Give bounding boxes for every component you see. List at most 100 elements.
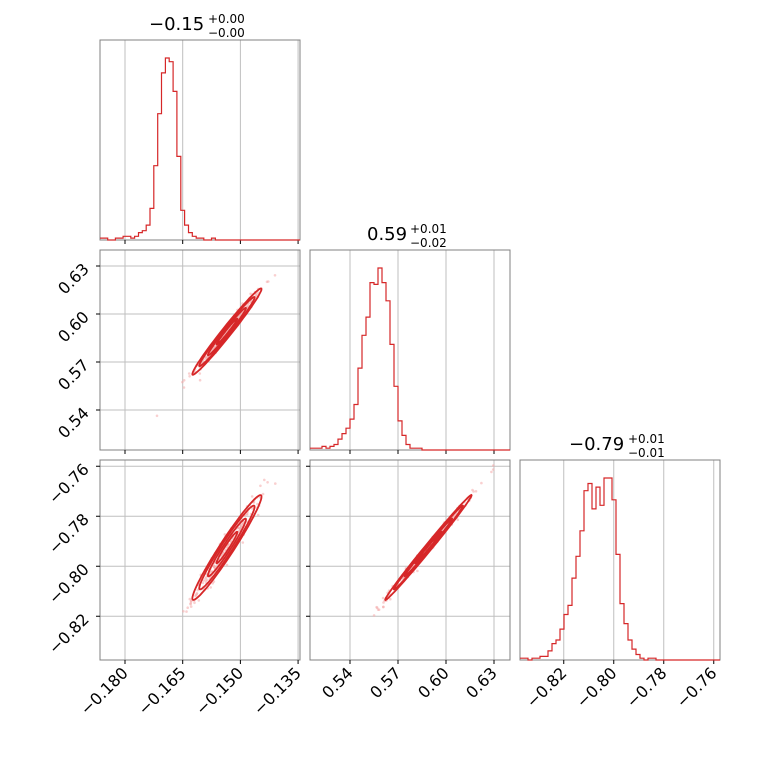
scatter-point [189,605,193,608]
scatter-point [238,526,241,530]
scatter-point [188,597,192,601]
contour-level-3 [198,296,256,368]
scatter-point [381,596,385,600]
contour-level-2 [206,306,247,357]
scatter-point [249,292,252,296]
scatter-point [382,605,385,609]
scatter-point [185,610,188,613]
x-tick-label-p2: −0.80 [572,663,620,711]
scatter-point [211,582,214,585]
title-p1: 0.59 +0.01 −0.02 [367,222,447,250]
contour-level-4 [191,287,263,376]
title-p1-minus: −0.02 [410,236,447,250]
scatter-point [189,600,193,603]
panel-2d-p0-p1 [96,249,301,454]
y-tick-label-p2: −0.82 [45,610,93,658]
title-p2: −0.79 +0.01 −0.01 [569,432,665,460]
scatter-point [182,379,186,382]
scatter-point [456,518,460,522]
title-p2-value: −0.79 [569,434,624,455]
hist-step-line [100,57,300,241]
scatter-point [202,579,205,582]
x-tick-label-p1: 0.54 [318,663,357,702]
axes-frame [99,249,301,451]
panel-hist-p0 [99,39,301,244]
title-p0-value: −0.15 [149,14,204,35]
x-tick-label-p0: −0.135 [250,663,305,718]
panel-2d-p1-p2 [306,459,511,664]
scatter-point [198,372,202,375]
contour-level-2 [206,517,247,578]
scatter-point [474,490,478,493]
scatter-point [256,291,260,294]
y-tick-label-p2: −0.76 [45,460,93,508]
contour-level-3 [198,504,256,591]
scatter-point [195,592,199,595]
y-tick-label-p2: −0.78 [45,510,93,558]
y-tick-label-p1: 0.63 [54,259,93,298]
scatter-point [223,533,227,536]
scatter-point [261,492,265,496]
y-tick-label-p1: 0.57 [54,355,93,394]
title-p0-plus: +0.00 [208,12,245,26]
contour-level-4 [384,493,473,602]
scatter-point [492,464,495,467]
panel-hist-p2 [519,459,721,664]
scatter-point [187,372,191,375]
x-tick-label-p1: 0.57 [366,663,405,702]
x-tick-label-p1: 0.60 [414,663,453,702]
scatter-point [480,481,483,485]
scatter-point [259,484,262,488]
scatter-point [256,502,259,506]
scatter-point [267,280,270,283]
x-tick-label-p0: −0.165 [134,663,189,718]
scatter-point [416,569,419,573]
x-tick-label-p2: −0.76 [672,663,720,711]
scatter-point [471,488,474,492]
contour-level-1 [215,317,239,346]
contour-level-1 [215,530,239,565]
y-tick-label-p1: 0.54 [54,403,93,442]
scatter-point [263,478,266,482]
x-tick-label-p1: 0.63 [462,663,501,702]
scatter-point [182,386,186,389]
scatter-point [372,614,376,617]
scatter-point [209,586,212,589]
scatter-point [194,594,197,598]
scatter-point [204,577,207,580]
scatter-point [193,601,196,605]
x-tick-label-p2: −0.82 [522,663,570,711]
scatter-point [250,495,254,498]
scatter-point [376,608,380,611]
scatter-point [273,274,277,277]
scatter-point [241,541,245,544]
x-tick-label-p0: −0.150 [192,663,247,718]
scatter-point [201,581,205,585]
contour-level-4 [191,494,263,601]
scatter-point [274,482,277,485]
scatter-point [382,601,385,604]
scatter-point [490,470,493,474]
axes-frame [519,459,721,661]
scatter-point [237,529,241,533]
scatter-point [155,414,159,418]
panel-hist-p1 [309,249,511,454]
scatter-point [196,588,200,592]
scatter-point [251,507,254,510]
scatter-point [188,375,191,378]
scatter-point [256,513,260,517]
axes-frame [309,249,511,451]
scatter-point [254,293,258,297]
scatter-point [182,610,185,613]
title-p2-plus: +0.01 [628,432,665,446]
title-p0-minus: −0.00 [208,26,245,40]
scatter-point [213,566,216,569]
scatter-point [266,481,269,484]
scatter-point [225,563,229,567]
x-tick-label-p0: −0.180 [77,663,132,718]
scatter-point [181,380,184,384]
scatter-point [491,468,495,471]
y-tick-label-p1: 0.60 [54,307,93,346]
title-p2-minus: −0.01 [628,446,665,460]
